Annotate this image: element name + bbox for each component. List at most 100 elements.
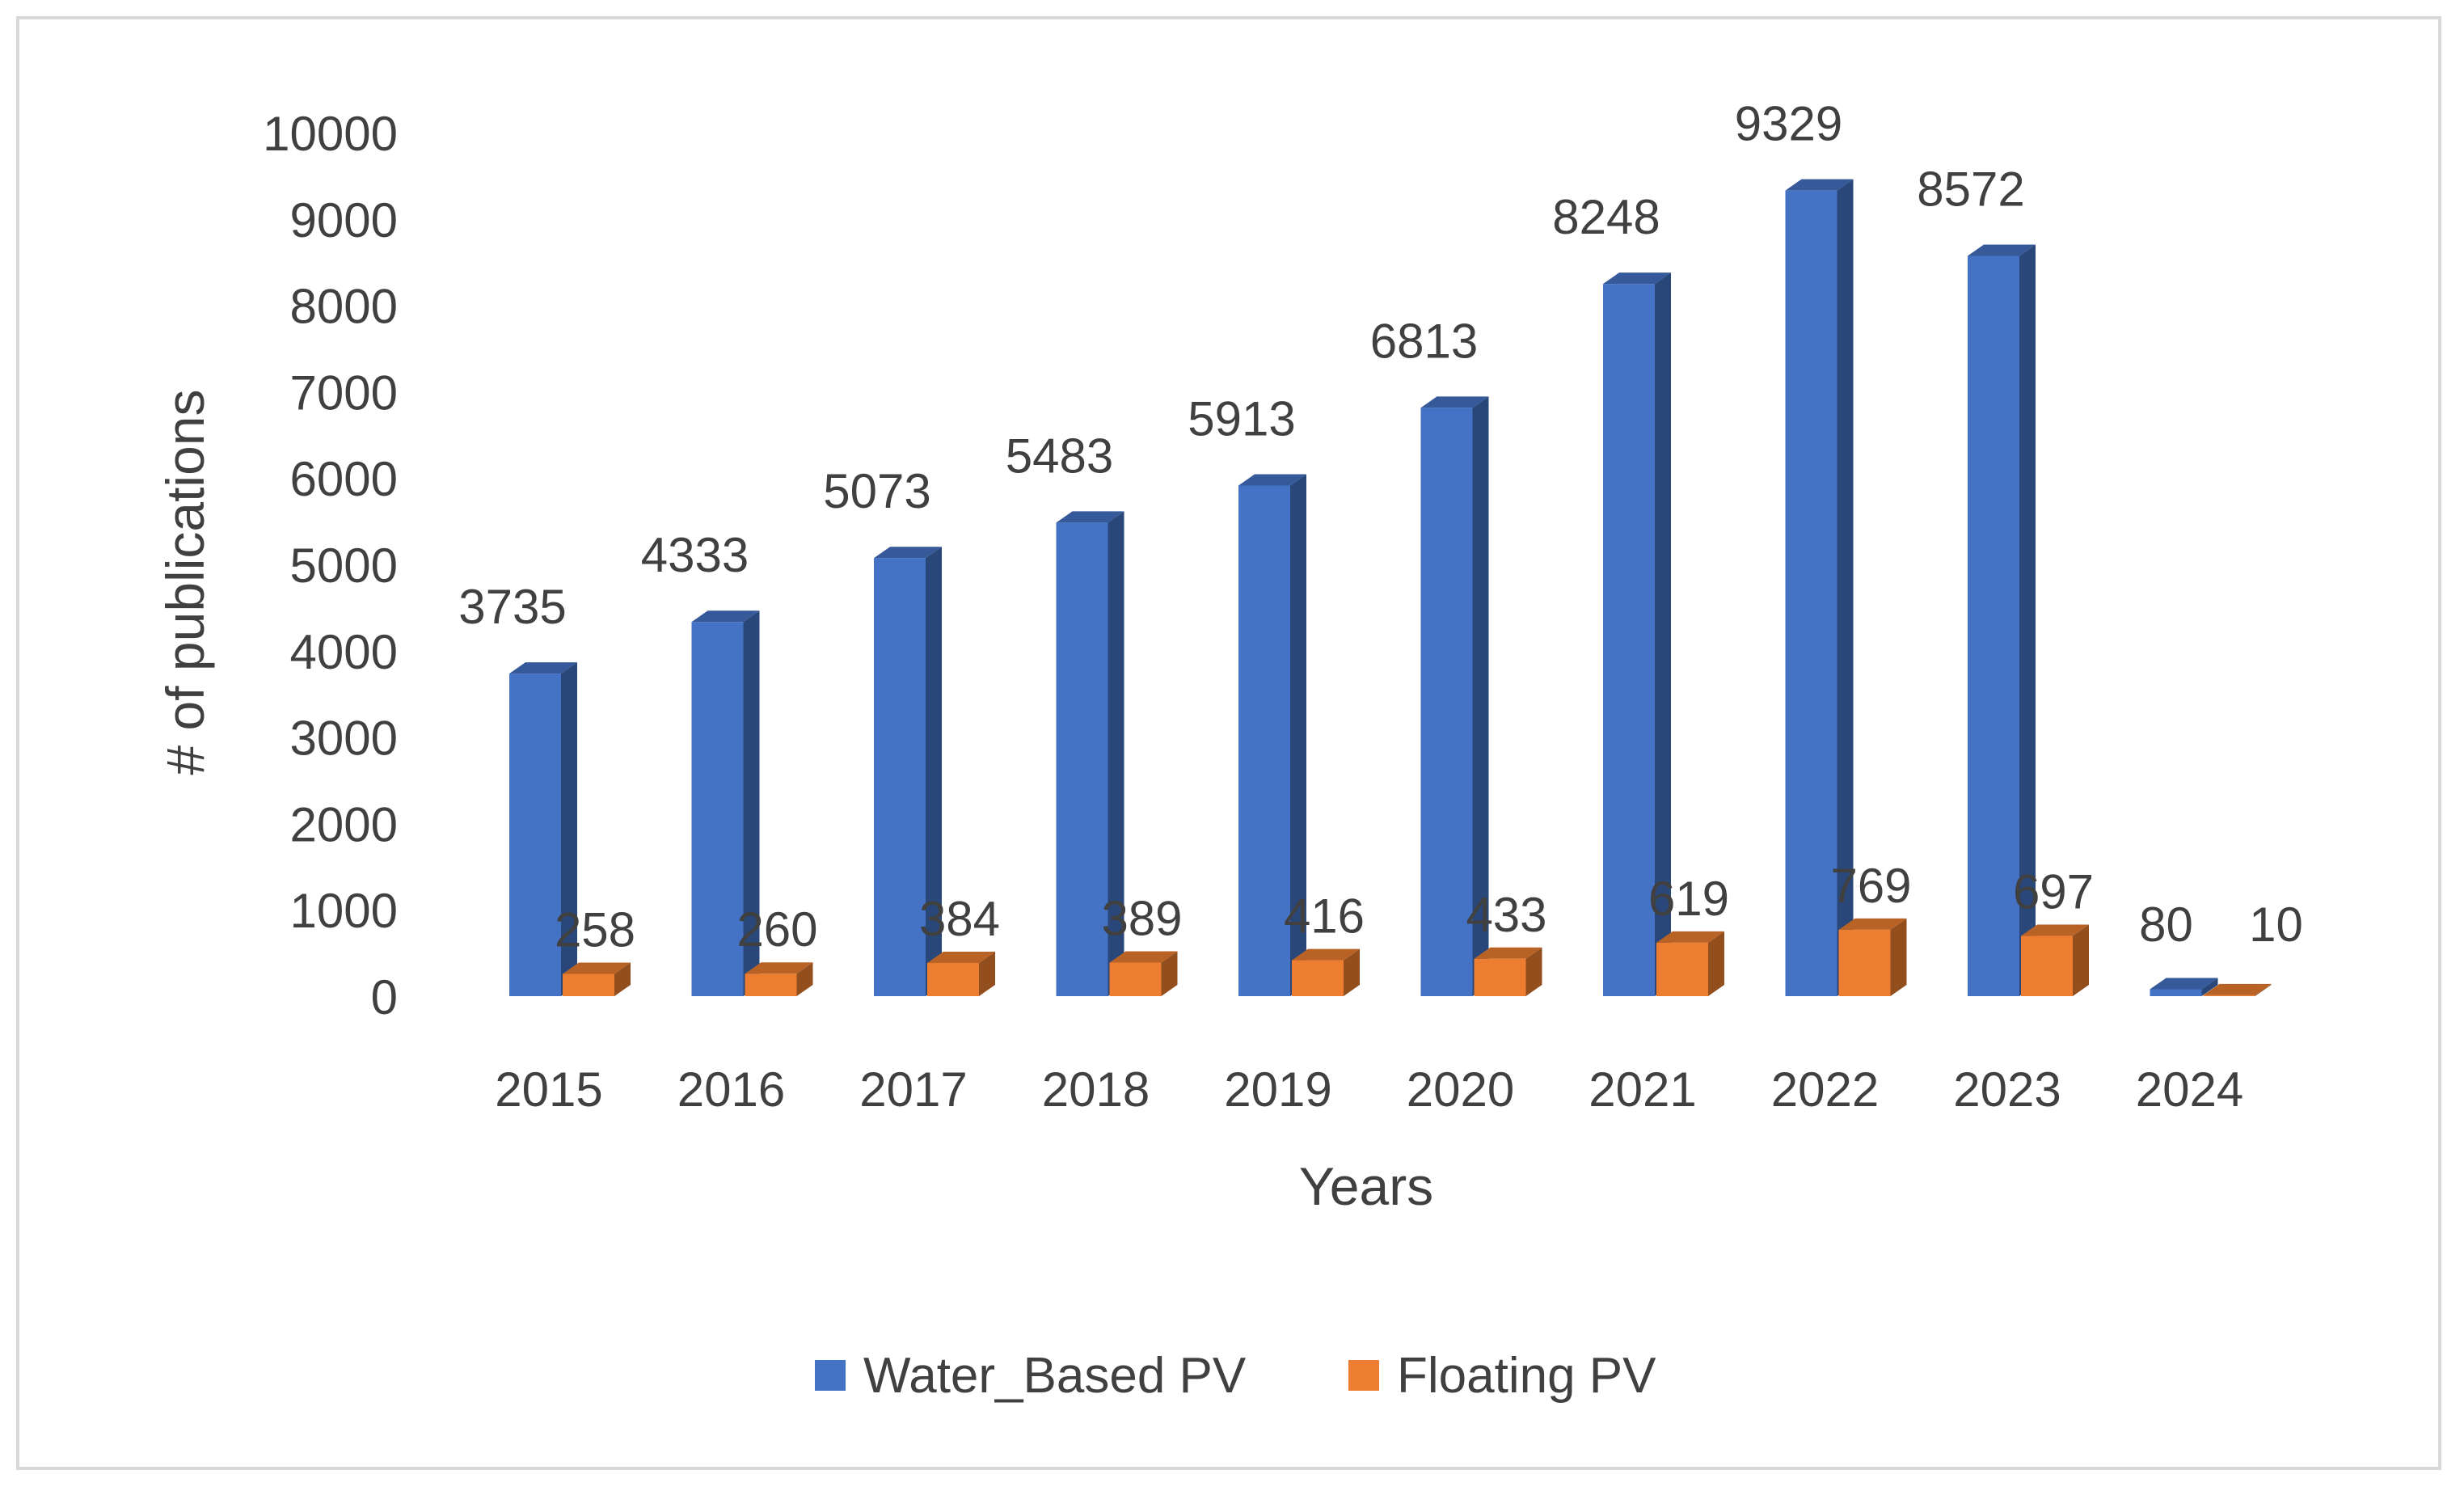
bar-front: [1292, 960, 1344, 996]
water-based-pv-data-label: 8248: [1552, 190, 1660, 244]
y-tick-label: 6000: [290, 452, 398, 506]
bar-top: [1420, 396, 1489, 408]
water-based-pv-bar: [1238, 474, 1306, 996]
floating-pv-data-label: 769: [1830, 859, 1911, 913]
y-tick-label: 7000: [290, 365, 398, 420]
bar-front: [1785, 190, 1837, 997]
y-tick-label: 1000: [290, 884, 398, 938]
legend-swatch: [815, 1360, 846, 1391]
x-tick-label: 2021: [1589, 1062, 1696, 1117]
bar-front: [1420, 408, 1473, 997]
bar-top: [1603, 272, 1671, 285]
floating-pv-data-label: 260: [736, 902, 817, 957]
bars: [509, 179, 2272, 997]
bar-side: [796, 962, 813, 996]
bar-top: [1474, 947, 1542, 959]
bar-side: [1837, 179, 1854, 997]
x-tick-label: 2019: [1224, 1062, 1331, 1117]
water-based-pv-data-label: 8572: [1917, 163, 2024, 217]
x-tick-label: 2020: [1407, 1062, 1514, 1117]
bar-side: [2019, 244, 2036, 997]
bar-side: [979, 951, 995, 996]
bar-front: [1838, 929, 1891, 996]
y-tick-label: 0: [371, 970, 398, 1024]
y-tick-label: 9000: [290, 193, 398, 247]
floating-pv-bar: [745, 962, 813, 996]
bar-front: [1656, 942, 1708, 996]
bar-top: [563, 962, 631, 974]
x-tick-label: 2017: [859, 1062, 967, 1117]
y-tick-label: 8000: [290, 280, 398, 334]
bar-top: [1056, 511, 1124, 523]
bar-side: [614, 962, 631, 996]
water-based-pv-data-label: 5073: [823, 464, 930, 518]
bar-side: [1344, 948, 1360, 996]
water-based-pv-bar: [2150, 978, 2218, 996]
bar-top: [1109, 951, 1178, 963]
bar-side: [1472, 396, 1489, 997]
y-axis-title: # of publications: [155, 390, 215, 775]
floating-pv-bar: [563, 962, 631, 996]
bar-side: [743, 610, 760, 996]
bar-front: [1603, 284, 1655, 996]
bar-side: [1525, 947, 1542, 996]
legend-item: Water_Based PV: [815, 1348, 1247, 1404]
x-tick-label: 2018: [1042, 1062, 1150, 1117]
bar-side: [926, 547, 942, 996]
floating-pv-bar: [2021, 924, 2089, 996]
bar-top: [1785, 179, 1854, 191]
floating-pv-data-label: 697: [2013, 865, 2094, 919]
water-based-pv-data-label: 4333: [641, 528, 749, 582]
floating-pv-bar: [1656, 931, 1724, 996]
bar-top: [927, 951, 995, 963]
floating-pv-data-label: 433: [1466, 888, 1546, 942]
bar-side: [1655, 272, 1671, 996]
water-based-pv-data-label: 9329: [1735, 97, 1842, 151]
bar-top: [1292, 948, 1360, 961]
floating-pv-bar: [1474, 947, 1542, 996]
bar-top: [745, 962, 813, 974]
water-based-pv-bar: [1056, 511, 1124, 996]
bar-side: [1890, 918, 1907, 996]
legend: Water_Based PV Floating PV: [815, 1348, 1656, 1404]
x-axis-ticks: 2015 2016 2017 2018 2019 2020 2021 2022 2023 2024: [495, 1062, 2243, 1117]
x-tick-label: 2016: [677, 1062, 785, 1117]
data-labels: 3735 4333 5073 5483 5913 6813 8248 9329 8572 80 25…: [458, 97, 2303, 957]
bar-side: [2073, 924, 2089, 996]
floating-pv-data-label: 389: [1101, 891, 1182, 945]
bar-front: [2150, 989, 2202, 996]
floating-pv-bar: [1292, 948, 1360, 996]
water-based-pv-bar: [874, 547, 942, 996]
bar-front: [745, 974, 797, 996]
bar-front: [1238, 485, 1290, 996]
floating-pv-bar: [2203, 983, 2272, 996]
water-based-pv-data-label: 80: [2139, 898, 2193, 952]
y-tick-label: 5000: [290, 539, 398, 593]
bar-side: [1290, 474, 1306, 996]
y-axis-ticks: 0 1000 2000 3000 4000 5000 6000 7000 8000 9000 100…: [263, 107, 398, 1024]
bar-front: [927, 962, 979, 996]
floating-pv-data-label: 416: [1284, 889, 1365, 944]
legend-label: Floating PV: [1397, 1348, 1656, 1404]
x-tick-label: 2023: [1953, 1062, 2061, 1117]
water-based-pv-bar: [1785, 179, 1854, 997]
bar-top: [874, 547, 942, 559]
floating-pv-data-label: 619: [1648, 872, 1729, 926]
floating-pv-bar: [1109, 951, 1178, 996]
bar-front: [874, 558, 926, 996]
bar-front: [1968, 256, 2019, 997]
legend-label: Water_Based PV: [863, 1348, 1247, 1404]
y-tick-label: 3000: [290, 712, 398, 766]
bar-front: [1474, 958, 1526, 996]
bar-side: [2201, 978, 2218, 996]
bar-top: [691, 610, 760, 623]
x-tick-label: 2022: [1771, 1062, 1879, 1117]
x-axis-title: Years: [1299, 1156, 1433, 1216]
water-based-pv-bar: [1603, 272, 1671, 996]
bar-side: [561, 662, 577, 996]
y-tick-label: 10000: [263, 107, 398, 161]
bar-top: [2203, 983, 2272, 995]
floating-pv-bar: [927, 951, 995, 996]
bar-front: [509, 674, 561, 996]
bar-top: [1838, 918, 1907, 930]
